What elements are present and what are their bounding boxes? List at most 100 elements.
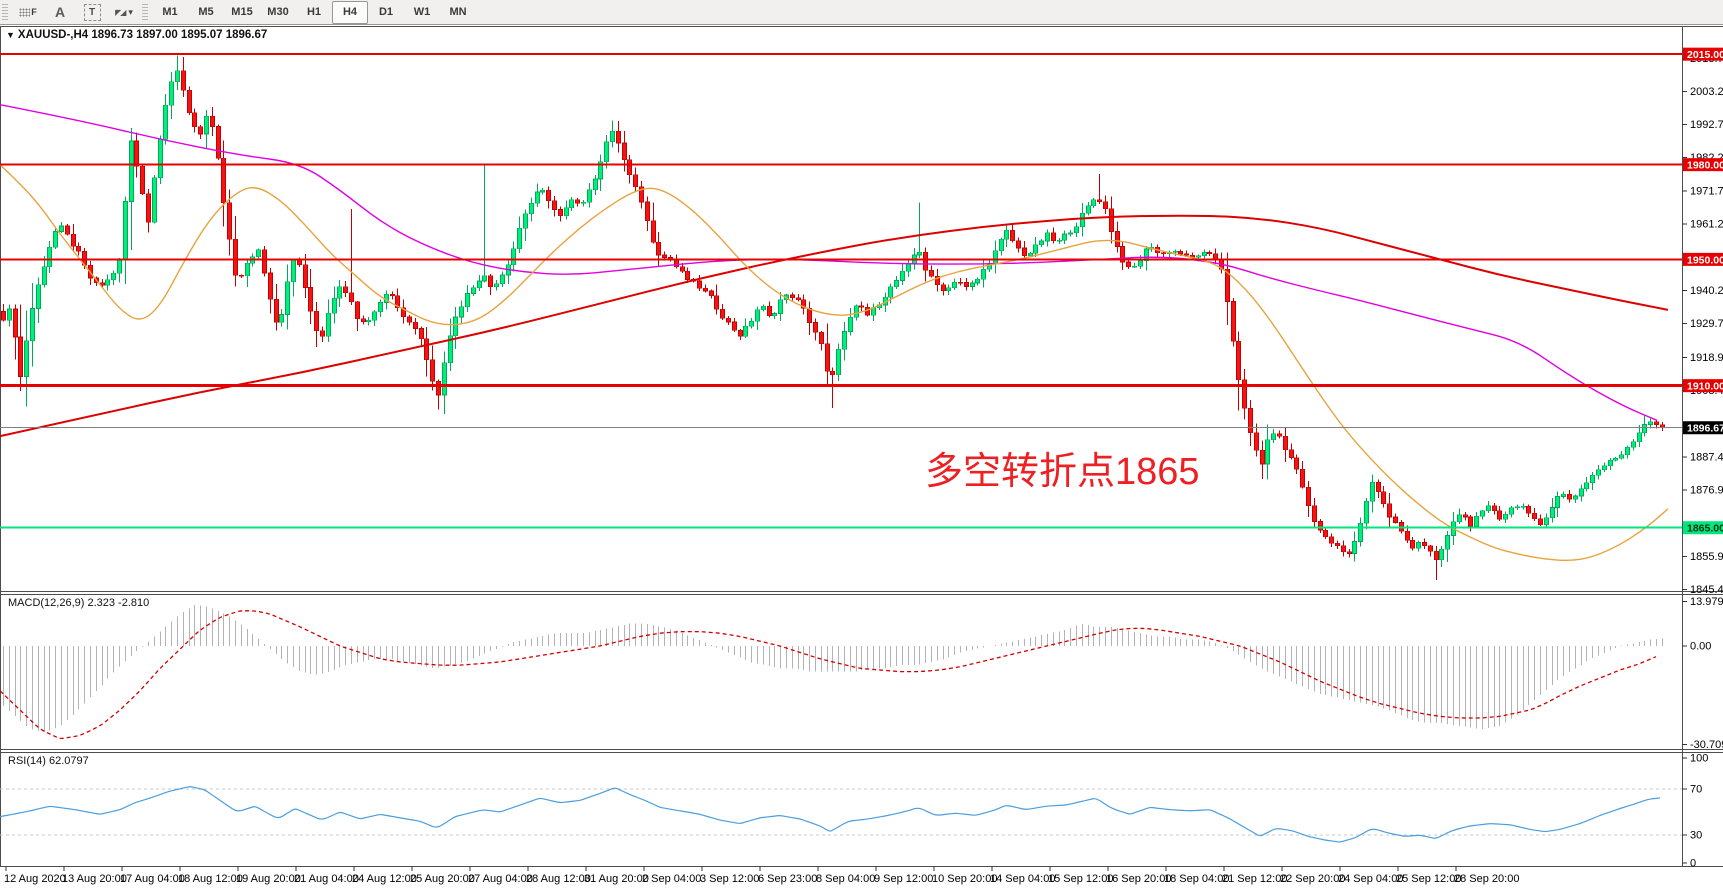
price-axis[interactable]: 2013.702003.201992.701982.201971.701961.… [1682, 53, 1723, 596]
macd-axis[interactable]: 13.979 0.00 -30.709 [1682, 596, 1723, 751]
toolbar-drag-handle[interactable] [2, 3, 8, 21]
candle-body [378, 302, 383, 312]
candle-body [627, 159, 632, 176]
candle-body [175, 70, 180, 83]
candle-body [1057, 239, 1062, 242]
candle-body [419, 328, 424, 340]
candle-body [256, 249, 261, 257]
timeframe-h4-button[interactable]: H4 [332, 0, 368, 24]
chart-annotation-text[interactable]: 多空转折点1865 [925, 451, 1200, 493]
candle-body [581, 201, 586, 204]
candle-body [1294, 457, 1299, 470]
candle-body [1196, 255, 1201, 258]
timeframe-m30-button[interactable]: M30 [267, 6, 289, 18]
candle-body [482, 275, 487, 282]
macd-panel[interactable] [0, 604, 1663, 740]
candle-body [633, 174, 638, 188]
candle-body [1068, 232, 1073, 235]
candle-body [1184, 253, 1189, 256]
candle-body [1584, 482, 1589, 490]
candle-body [134, 140, 139, 167]
candle-body [1312, 505, 1317, 522]
slow-ma-line[interactable] [0, 214, 1669, 438]
time-tick-label: 18 Aug 12:00 [178, 873, 243, 885]
symbol-caret-icon[interactable]: ▼ [6, 30, 15, 40]
candle-body [964, 282, 969, 287]
candle-body [1613, 458, 1618, 461]
candle-body [1602, 465, 1607, 470]
fast-ma-line[interactable] [0, 164, 1669, 562]
candle-body [361, 318, 366, 322]
time-tick-label: 21 Aug 04:00 [294, 873, 359, 885]
rsi-tick-label: 70 [1690, 783, 1702, 795]
candle-body [1352, 541, 1357, 554]
candle-body [529, 202, 534, 214]
candle-body [401, 307, 406, 318]
medium-ma-line[interactable] [0, 103, 1658, 422]
text-label-tool-icon[interactable]: T [76, 1, 108, 24]
price-tick-label: 1929.70 [1690, 318, 1723, 330]
timeframe-mn-button[interactable]: MN [449, 6, 467, 18]
timeframe-w1-button[interactable]: W1 [413, 6, 431, 18]
chart-grid-template-icon[interactable]: F [12, 1, 44, 24]
candle-body [726, 318, 731, 323]
candle-body [146, 193, 151, 223]
rsi-axis[interactable]: 100 70 30 0 [1682, 753, 1708, 870]
candle-body [355, 301, 360, 319]
candle-body [30, 308, 35, 342]
candle-body [1300, 468, 1305, 488]
candle-body [1422, 542, 1427, 547]
candle-body [140, 165, 145, 194]
candle-body [187, 89, 192, 113]
candle-body [65, 225, 70, 235]
candle-body [564, 207, 569, 217]
time-tick-label: 2 Sep 04:00 [642, 873, 701, 885]
candle-body [935, 275, 940, 286]
candle-body [274, 299, 279, 323]
candle-body [865, 307, 870, 316]
timeframes-drag-handle[interactable] [142, 3, 148, 21]
candle-body [303, 264, 308, 288]
timeframe-m5-button[interactable]: M5 [198, 6, 214, 18]
candle-body [1439, 549, 1444, 560]
candle-body [917, 252, 922, 256]
timeframe-toolbar: M1 M5 M15 M30 H1 H4 D1 W1 MN [152, 0, 476, 24]
rsi-panel[interactable] [0, 786, 1682, 843]
price-box-label: 1896.67 [1687, 423, 1723, 435]
candle-body [129, 140, 134, 202]
font-tool-icon[interactable]: A [44, 1, 76, 24]
candle-body [158, 138, 163, 178]
candle-body [604, 141, 609, 163]
price-tick-label: 1887.40 [1690, 452, 1723, 464]
macd-tick-label: -30.709 [1690, 739, 1723, 751]
candle-body [1045, 232, 1050, 242]
candle-body [204, 115, 209, 135]
candle-body [314, 310, 319, 332]
candle-body [1103, 201, 1108, 209]
candle-body [1289, 449, 1294, 458]
price-axis-boxes: 2015.00 1980.00 1950.00 1910.00 1896.67 1865.… [1683, 47, 1723, 535]
candle-body [1120, 246, 1125, 263]
timeframe-h1-button[interactable]: H1 [306, 6, 322, 18]
candle-body [1039, 240, 1044, 246]
candle-body [1004, 229, 1009, 240]
arrow-tools-icon[interactable]: ◤◢ ▾ [108, 1, 140, 24]
candle-body [1254, 432, 1259, 451]
candle-body [1178, 250, 1183, 255]
candle-body [227, 202, 232, 240]
price-tick-label: 2003.20 [1690, 86, 1723, 98]
candles-layer[interactable] [1, 55, 1665, 580]
timeframe-d1-button[interactable]: D1 [378, 6, 394, 18]
candle-body [1503, 513, 1508, 520]
candle-body [320, 330, 325, 337]
candle-body [535, 191, 540, 204]
price-box [1683, 379, 1723, 393]
dropdown-caret-icon[interactable]: ▾ [128, 6, 133, 17]
timeframe-m15-button[interactable]: M15 [231, 6, 253, 18]
timeframe-m1-button[interactable]: M1 [162, 6, 178, 18]
price-box-label: 2015.00 [1687, 49, 1723, 61]
candle-body [767, 306, 772, 317]
